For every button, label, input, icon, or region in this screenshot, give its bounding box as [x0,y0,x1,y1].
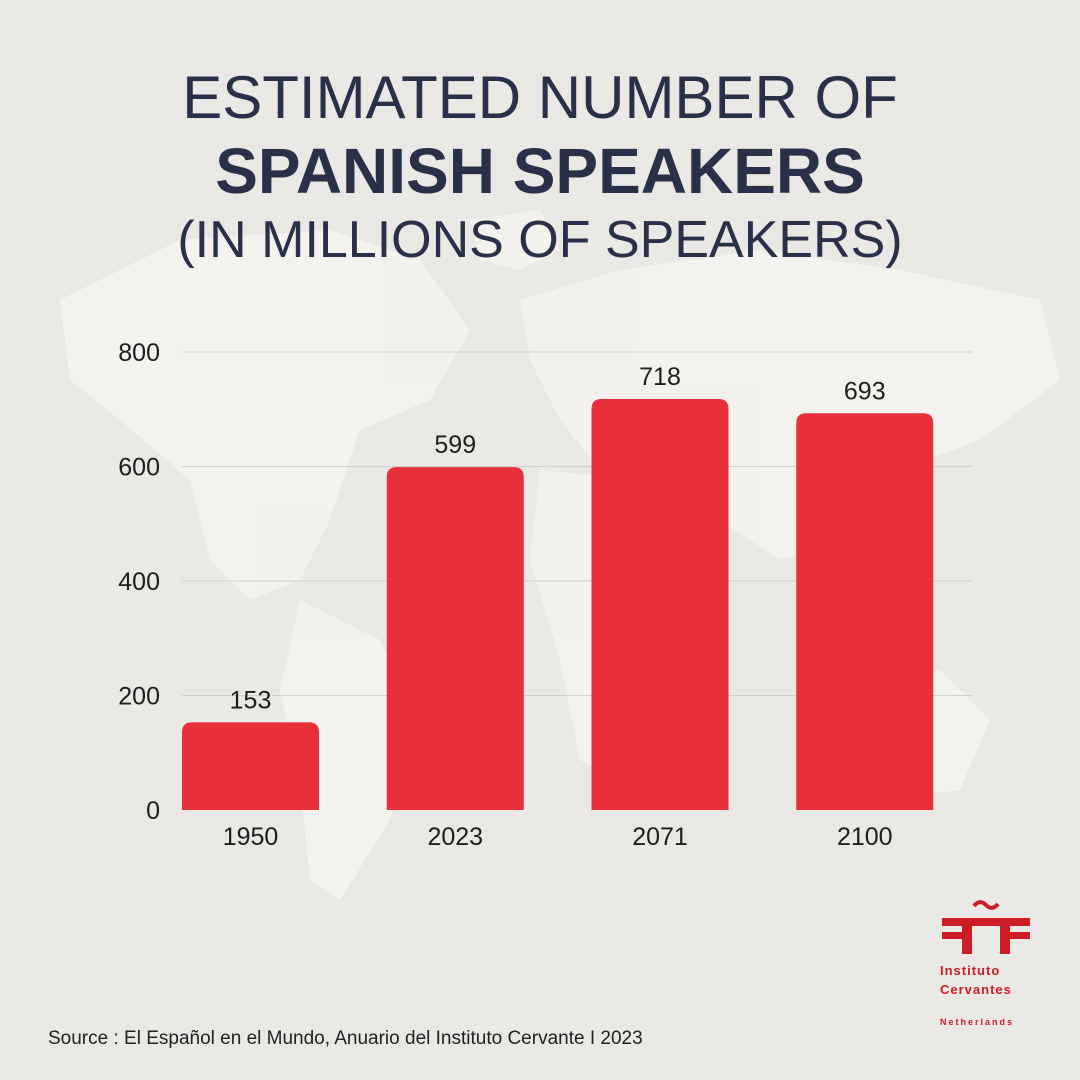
x-tick-label: 2100 [837,823,893,851]
cervantes-emblem-icon [942,900,1030,954]
source-note: Source : El Español en el Mundo, Anuario… [48,1028,643,1049]
title-line-1: ESTIMATED NUMBER OF [182,64,898,131]
logo-text-line-3: Netherlands [940,1017,1015,1027]
title-line-2: SPANISH SPEAKERS [215,135,865,207]
bar-1950 [182,722,319,810]
x-tick-label: 2023 [427,823,483,851]
title-line-3: (IN MILLIONS OF SPEAKERS) [177,211,903,269]
data-label: 718 [639,363,681,391]
x-tick-label: 1950 [223,823,279,851]
x-tick-label: 2071 [632,823,688,851]
data-label: 153 [230,686,272,714]
data-label: 693 [844,377,886,405]
logo-text-line-2: Cervantes [940,982,1012,997]
bars [182,398,934,810]
instituto-cervantes-logo: Instituto Cervantes Netherlands [940,900,1040,1027]
y-tick-label: 0 [146,797,160,825]
data-label: 599 [434,431,476,459]
bar-2100 [796,413,934,810]
labels: 0 200 400 600 800 153 1950 599 2023 718 2071 693 210… [118,339,892,851]
y-tick-label: 600 [118,454,160,482]
logo-text-line-1: Instituto [940,963,1001,978]
y-tick-label: 200 [118,683,160,711]
bar-2023 [386,467,524,810]
bar-2071 [591,398,729,810]
chart-title: ESTIMATED NUMBER OF SPANISH SPEAKERS (IN… [0,62,1080,272]
y-tick-label: 400 [118,568,160,596]
y-tick-label: 800 [118,339,160,367]
